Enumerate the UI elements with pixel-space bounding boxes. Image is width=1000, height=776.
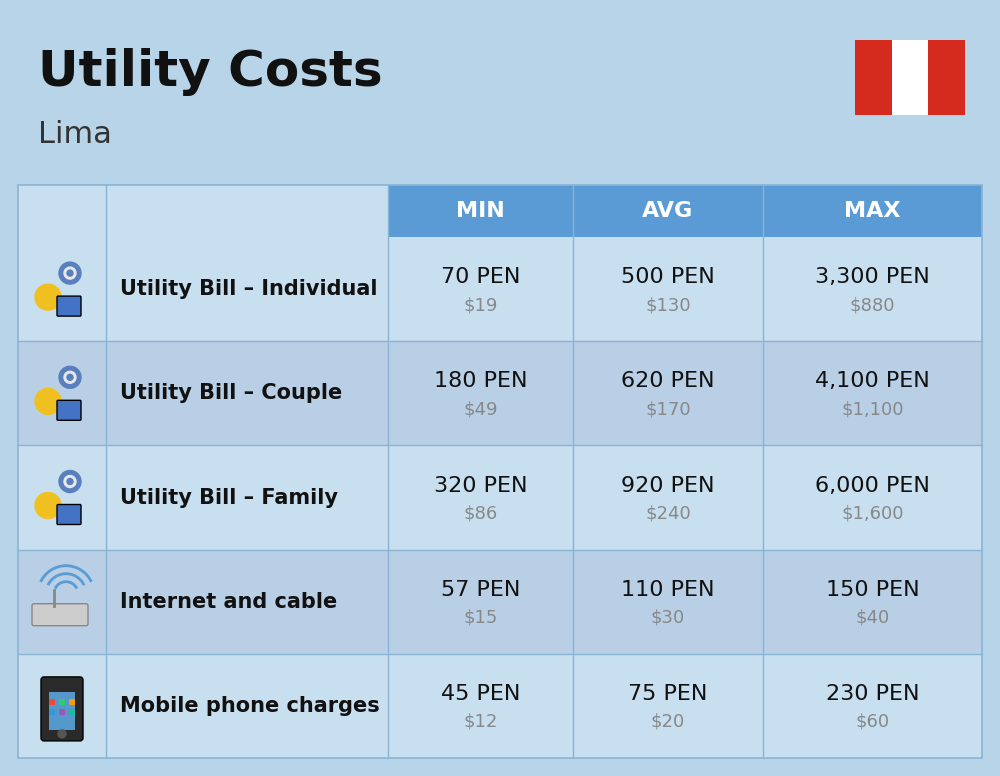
Bar: [49, 699, 55, 705]
Text: 57 PEN: 57 PEN: [441, 580, 520, 600]
Text: $19: $19: [463, 296, 498, 314]
Circle shape: [59, 366, 81, 388]
Text: Utility Bill – Family: Utility Bill – Family: [120, 487, 338, 508]
Text: $15: $15: [463, 608, 498, 627]
Bar: [69, 699, 75, 705]
Text: $86: $86: [463, 504, 498, 522]
Text: $880: $880: [850, 296, 895, 314]
Text: 180 PEN: 180 PEN: [434, 371, 527, 391]
Text: $40: $40: [855, 608, 890, 627]
Bar: [18, 341, 982, 445]
Bar: [18, 185, 388, 237]
Text: 620 PEN: 620 PEN: [621, 371, 715, 391]
Text: Utility Bill – Couple: Utility Bill – Couple: [120, 383, 342, 404]
Circle shape: [64, 371, 76, 383]
Text: 920 PEN: 920 PEN: [621, 476, 715, 496]
Text: $60: $60: [855, 713, 890, 731]
Text: $30: $30: [651, 608, 685, 627]
Text: 500 PEN: 500 PEN: [621, 267, 715, 287]
Bar: [49, 692, 75, 730]
Bar: [69, 709, 75, 715]
Bar: [49, 709, 55, 715]
Text: $240: $240: [645, 504, 691, 522]
Text: Mobile phone charges: Mobile phone charges: [120, 696, 380, 716]
FancyBboxPatch shape: [57, 296, 81, 316]
Text: 45 PEN: 45 PEN: [441, 684, 520, 704]
Text: 6,000 PEN: 6,000 PEN: [815, 476, 930, 496]
Circle shape: [67, 270, 73, 276]
Text: $49: $49: [463, 400, 498, 418]
FancyBboxPatch shape: [57, 400, 81, 421]
Circle shape: [67, 479, 73, 484]
Bar: [18, 237, 982, 341]
Text: MAX: MAX: [844, 201, 901, 221]
Circle shape: [35, 388, 61, 414]
Circle shape: [35, 284, 61, 310]
Circle shape: [35, 493, 61, 518]
Bar: [18, 654, 982, 758]
Text: 320 PEN: 320 PEN: [434, 476, 527, 496]
Bar: [59, 699, 65, 705]
Bar: [388, 185, 573, 237]
Text: AVG: AVG: [642, 201, 694, 221]
Bar: [18, 549, 982, 654]
Bar: [18, 185, 982, 758]
Text: $1,600: $1,600: [841, 504, 904, 522]
FancyBboxPatch shape: [32, 604, 88, 625]
Text: 110 PEN: 110 PEN: [621, 580, 715, 600]
Text: 150 PEN: 150 PEN: [826, 580, 919, 600]
Circle shape: [59, 470, 81, 493]
Text: Utility Costs: Utility Costs: [38, 48, 383, 96]
Text: 3,300 PEN: 3,300 PEN: [815, 267, 930, 287]
Bar: [763, 185, 982, 237]
Text: 75 PEN: 75 PEN: [628, 684, 708, 704]
Bar: [928, 40, 965, 115]
Text: $1,100: $1,100: [841, 400, 904, 418]
Text: Lima: Lima: [38, 120, 112, 149]
Bar: [892, 40, 928, 115]
Text: MIN: MIN: [456, 201, 505, 221]
Circle shape: [64, 476, 76, 487]
Text: 230 PEN: 230 PEN: [826, 684, 919, 704]
Circle shape: [58, 730, 66, 738]
Text: $12: $12: [463, 713, 498, 731]
Text: 4,100 PEN: 4,100 PEN: [815, 371, 930, 391]
Text: 70 PEN: 70 PEN: [441, 267, 520, 287]
FancyBboxPatch shape: [41, 677, 83, 741]
Circle shape: [59, 262, 81, 284]
FancyBboxPatch shape: [57, 504, 81, 525]
Bar: [59, 709, 65, 715]
Bar: [855, 40, 892, 115]
Text: $20: $20: [651, 713, 685, 731]
Bar: [18, 445, 982, 549]
Text: Internet and cable: Internet and cable: [120, 592, 337, 611]
Bar: [573, 185, 763, 237]
Circle shape: [64, 267, 76, 279]
Circle shape: [67, 374, 73, 380]
Text: $170: $170: [645, 400, 691, 418]
Text: $130: $130: [645, 296, 691, 314]
Text: Utility Bill – Individual: Utility Bill – Individual: [120, 279, 378, 299]
